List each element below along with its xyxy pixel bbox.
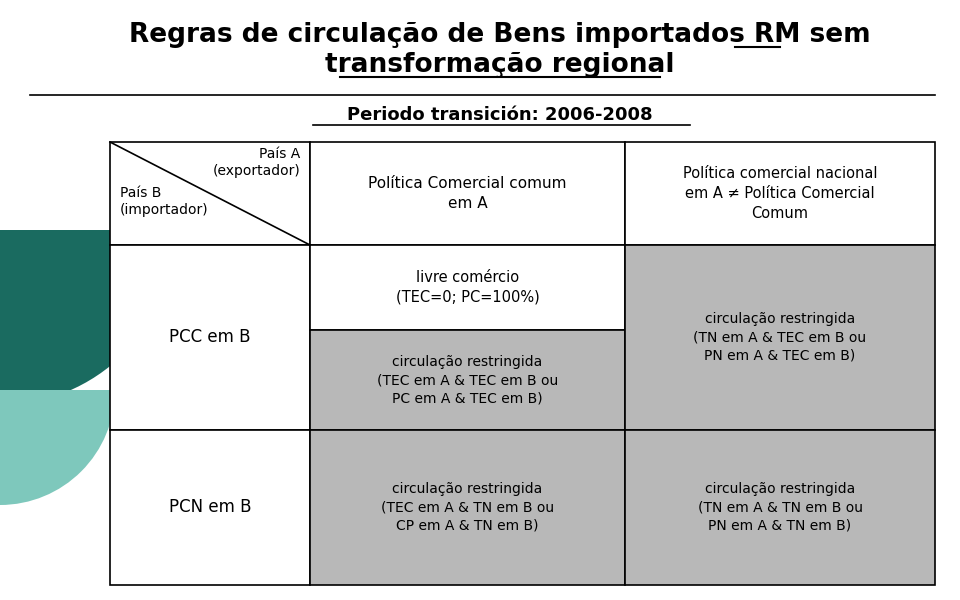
Text: Regras de circulação de Bens importados RM sem: Regras de circulação de Bens importados … — [130, 22, 871, 48]
Text: circulação restringida
(TEC em A & TEC em B ou
PC em A & TEC em B): circulação restringida (TEC em A & TEC e… — [377, 355, 558, 406]
Text: Política comercial nacional
em A ≠ Política Comercial
Comum: Política comercial nacional em A ≠ Polít… — [683, 166, 877, 221]
Text: PCN em B: PCN em B — [169, 499, 252, 517]
Bar — [110, 430, 310, 585]
Bar — [310, 245, 625, 330]
Bar — [625, 245, 935, 430]
Text: livre comércio
(TEC=0; PC=100%): livre comércio (TEC=0; PC=100%) — [396, 270, 540, 305]
Text: Periodo transición: 2006-2008: Periodo transición: 2006-2008 — [348, 106, 653, 124]
Bar — [110, 245, 310, 430]
Bar — [310, 330, 625, 430]
Bar — [310, 142, 625, 245]
Bar — [625, 142, 935, 245]
Text: transformação regional: transformação regional — [325, 52, 675, 78]
Text: País B
(importador): País B (importador) — [120, 185, 208, 217]
Bar — [625, 430, 935, 585]
Text: País A
(exportador): País A (exportador) — [212, 147, 300, 178]
Text: Política Comercial comum
em A: Política Comercial comum em A — [369, 176, 566, 211]
Text: circulação restringida
(TN em A & TEC em B ou
PN em A & TEC em B): circulação restringida (TN em A & TEC em… — [693, 312, 867, 363]
Text: PCC em B: PCC em B — [169, 329, 251, 346]
Text: circulação restringida
(TEC em A & TN em B ou
CP em A & TN em B): circulação restringida (TEC em A & TN em… — [381, 482, 554, 533]
Wedge shape — [0, 230, 175, 405]
Bar — [110, 142, 310, 245]
Text: circulação restringida
(TN em A & TN em B ou
PN em A & TN em B): circulação restringida (TN em A & TN em … — [698, 482, 862, 533]
Wedge shape — [0, 390, 115, 505]
Bar — [310, 430, 625, 585]
